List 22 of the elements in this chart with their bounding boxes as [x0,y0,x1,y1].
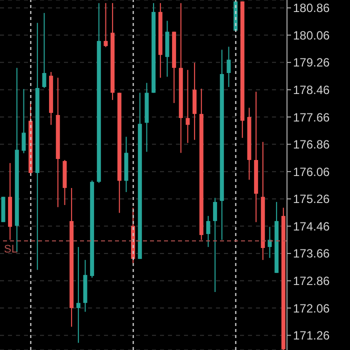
y-tick-label: 174.46 [293,219,330,234]
y-tick-label: 171.26 [293,328,330,343]
y-tick-label: 176.06 [293,164,330,179]
y-tick-label: 180.86 [293,1,330,16]
y-tick-label: 178.46 [293,82,330,97]
candlestick [206,215,210,248]
y-tick-label: 177.66 [293,110,330,124]
candlestick [104,2,108,48]
y-tick-label: 172.86 [293,274,330,288]
y-tick-label: 179.26 [293,56,330,70]
ref-line-label: SL [4,244,18,256]
candlestick [213,197,218,293]
y-tick-label: 176.86 [293,138,330,152]
candlestick [186,69,190,144]
candlestick [22,88,26,154]
y-tick-label: 175.26 [293,192,330,206]
y-tick-label: 172.06 [293,301,330,316]
candlestick [42,12,46,89]
candlestick [76,246,80,344]
candlestick [226,46,231,88]
y-tick-label: 180.06 [293,28,330,42]
y-tick-label: 173.66 [293,246,330,261]
